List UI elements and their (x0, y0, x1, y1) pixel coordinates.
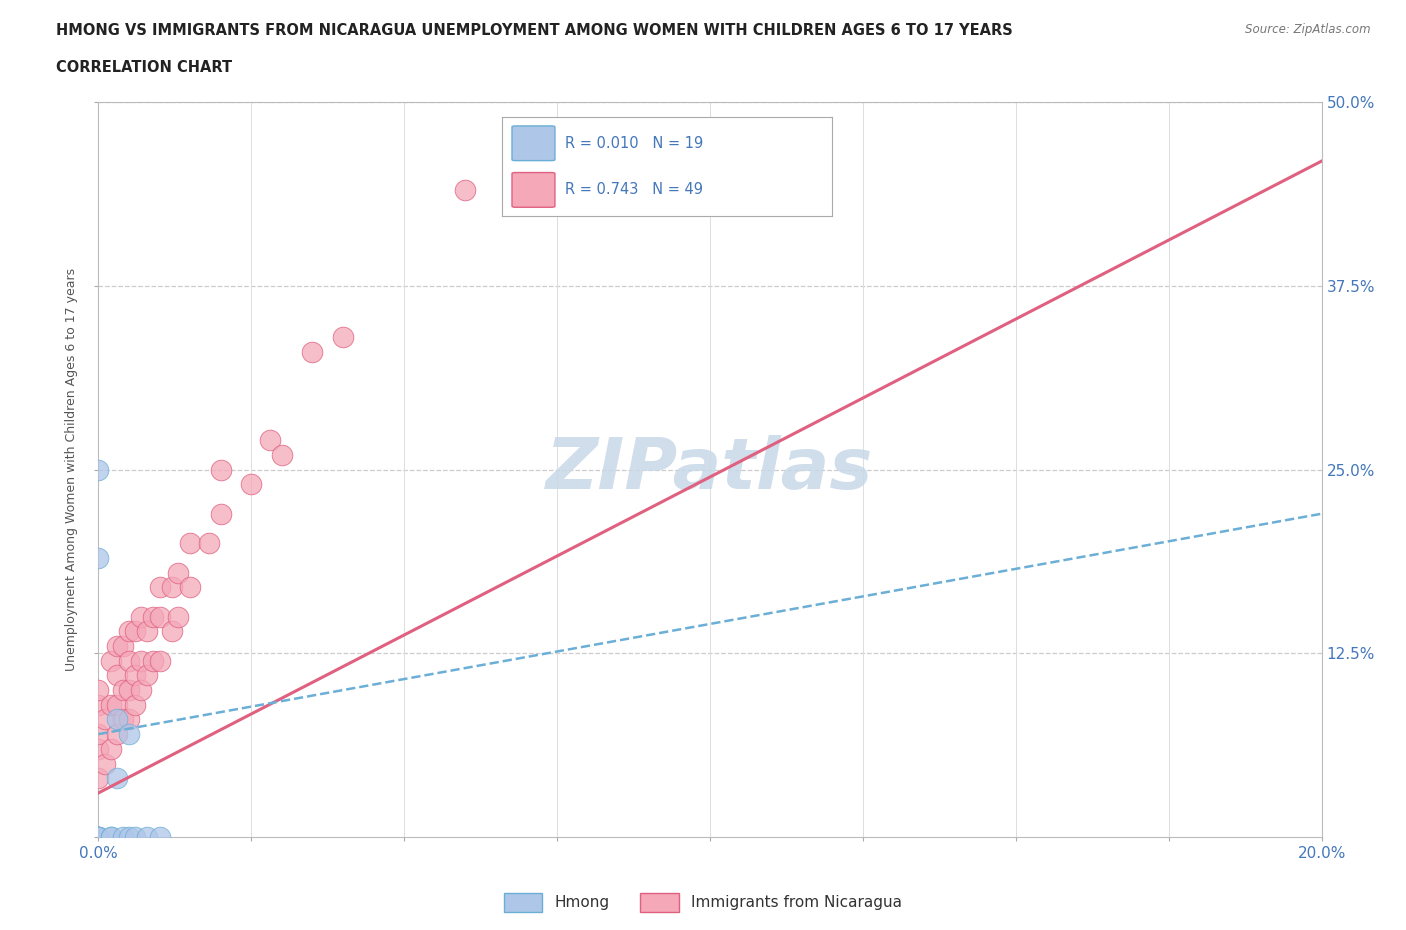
Point (129, 653, 152, 668)
Text: Source: ZipAtlas.com: Source: ZipAtlas.com (1246, 23, 1371, 36)
Point (100, 830, 122, 844)
Point (100, 653, 122, 668)
Point (301, 345, 323, 360)
Point (111, 639, 134, 654)
Point (118, 830, 141, 844)
Point (87, 683, 110, 698)
Point (209, 462, 232, 477)
Point (167, 609, 190, 624)
Point (105, 698, 128, 712)
Legend: Hmong, Immigrants from Nicaragua: Hmong, Immigrants from Nicaragua (498, 887, 908, 918)
Point (124, 698, 146, 712)
Point (118, 653, 141, 668)
Point (149, 653, 172, 668)
Point (149, 830, 172, 844)
Point (105, 771, 128, 786)
Point (129, 609, 152, 624)
Point (209, 506, 232, 521)
Point (118, 712, 141, 727)
Point (93, 756, 115, 771)
Point (179, 579, 201, 594)
Point (167, 565, 190, 580)
Point (118, 726, 141, 741)
Point (87, 830, 110, 844)
Point (87, 771, 110, 786)
Point (454, 183, 477, 198)
Point (270, 447, 292, 462)
Point (136, 668, 159, 683)
Point (87, 462, 110, 477)
Point (142, 653, 165, 668)
Text: ZIPatlas: ZIPatlas (547, 435, 873, 504)
Text: CORRELATION CHART: CORRELATION CHART (56, 60, 232, 75)
Point (332, 330, 354, 345)
Point (100, 741, 122, 756)
Point (105, 726, 128, 741)
Point (111, 712, 134, 727)
Point (111, 830, 134, 844)
Point (111, 683, 134, 698)
Point (87, 741, 110, 756)
Point (105, 712, 128, 727)
Point (105, 639, 128, 654)
Point (136, 624, 159, 639)
Point (118, 624, 141, 639)
Point (87, 830, 110, 844)
Point (87, 726, 110, 741)
Point (197, 536, 219, 551)
Point (87, 830, 110, 844)
Point (179, 536, 201, 551)
Point (142, 609, 165, 624)
Point (149, 609, 172, 624)
Text: HMONG VS IMMIGRANTS FROM NICARAGUA UNEMPLOYMENT AMONG WOMEN WITH CHILDREN AGES 6: HMONG VS IMMIGRANTS FROM NICARAGUA UNEMP… (56, 23, 1012, 38)
Point (105, 668, 128, 683)
Point (100, 830, 122, 844)
Point (87, 698, 110, 712)
Point (87, 830, 110, 844)
Point (160, 624, 183, 639)
Y-axis label: Unemployment Among Women with Children Ages 6 to 17 years: Unemployment Among Women with Children A… (65, 268, 79, 671)
Point (93, 712, 115, 727)
Point (129, 683, 152, 698)
Point (118, 683, 141, 698)
Point (87, 830, 110, 844)
Point (124, 668, 146, 683)
Point (136, 830, 159, 844)
Point (87, 830, 110, 844)
Point (124, 830, 146, 844)
Point (160, 579, 183, 594)
Point (149, 579, 172, 594)
Point (87, 830, 110, 844)
Point (100, 698, 122, 712)
Point (124, 624, 146, 639)
Point (87, 551, 110, 565)
Point (240, 477, 263, 492)
Point (259, 432, 281, 447)
